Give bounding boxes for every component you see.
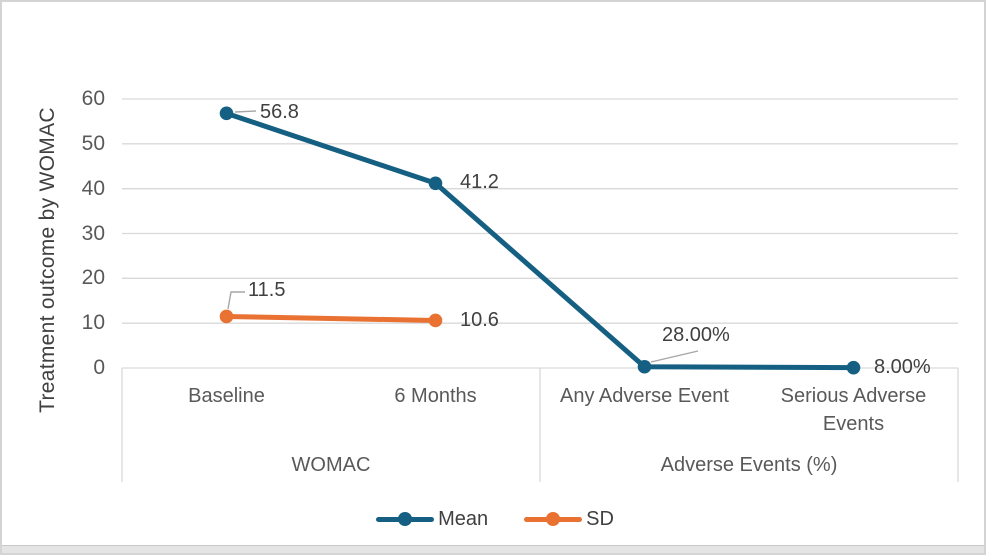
series-line-sd: [224, 313, 438, 323]
legend-item-mean: Mean: [376, 508, 488, 531]
point-marker-mean-1: [428, 176, 443, 191]
category-label-serious: Serious Adverse Events: [780, 385, 927, 435]
sd-dot-icon: [546, 512, 561, 526]
category-label-anyadverse: Any Adverse Event: [560, 385, 729, 407]
legend-item-sd: SD: [524, 508, 614, 531]
leader-line-0: [234, 110, 257, 113]
y-tick-0: 0: [93, 356, 105, 379]
figure-bottom-edge: [2, 545, 984, 553]
series-line-mean: [224, 110, 856, 371]
category-label-6months: 6 Months: [394, 385, 477, 407]
y-tick-60: 60: [81, 87, 105, 110]
y-tick-50: 50: [81, 131, 105, 155]
y-tick-30: 30: [81, 221, 105, 245]
data-label-mean-serious: 8.00%: [874, 356, 931, 378]
y-tick-40: 40: [81, 176, 105, 200]
y-tick-10: 10: [81, 311, 105, 335]
group-label-womac: WOMAC: [291, 454, 371, 476]
category-label-baseline: Baseline: [188, 385, 265, 407]
leader-line-2: [650, 350, 699, 363]
sd-line-marker-icon: [524, 512, 583, 526]
data-label-mean-baseline: 56.8: [260, 101, 299, 123]
mean-line-marker-icon: [376, 512, 435, 526]
data-label-sd-6months: 10.6: [460, 309, 499, 331]
y-tick-20: 20: [81, 266, 105, 290]
chart-legend: Mean SD: [2, 505, 984, 533]
point-marker-mean-3: [846, 360, 861, 375]
legend-label-sd: SD: [586, 507, 614, 530]
mean-dot-icon: [398, 512, 413, 526]
point-marker-mean-0: [219, 106, 234, 121]
legend-label-mean: Mean: [438, 507, 489, 530]
data-label-sd-baseline: 11.5: [248, 279, 286, 301]
data-label-mean-6months: 41.2: [460, 171, 499, 193]
leader-line-1: [227, 291, 245, 310]
data-label-mean-anyadverse: 28.00%: [662, 324, 730, 346]
point-marker-sd-1: [428, 313, 443, 328]
point-marker-mean-2: [637, 359, 652, 374]
group-label-adverse-events: Adverse Events (%): [660, 454, 838, 476]
point-marker-sd-0: [219, 309, 234, 324]
